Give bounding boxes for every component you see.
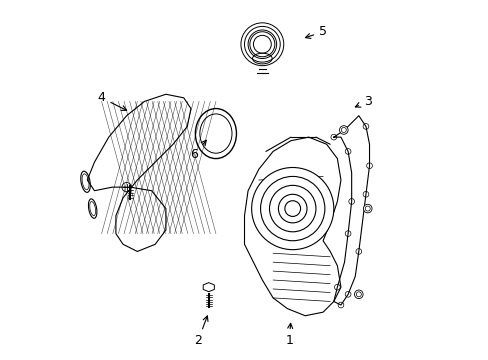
Circle shape [354,290,363,298]
Polygon shape [244,137,340,316]
Text: 6: 6 [190,140,206,162]
Circle shape [247,30,276,59]
Polygon shape [125,176,135,184]
Circle shape [249,32,274,57]
Circle shape [251,167,333,249]
Text: 3: 3 [355,95,371,108]
Circle shape [278,194,306,223]
Circle shape [253,35,271,53]
Text: 2: 2 [194,316,207,347]
Text: 1: 1 [285,323,292,347]
Text: 4: 4 [98,91,126,110]
Circle shape [244,26,280,62]
Circle shape [339,126,347,134]
Text: 5: 5 [305,25,326,39]
Polygon shape [203,283,214,292]
Circle shape [363,204,371,213]
Polygon shape [87,94,190,251]
Circle shape [241,23,283,66]
